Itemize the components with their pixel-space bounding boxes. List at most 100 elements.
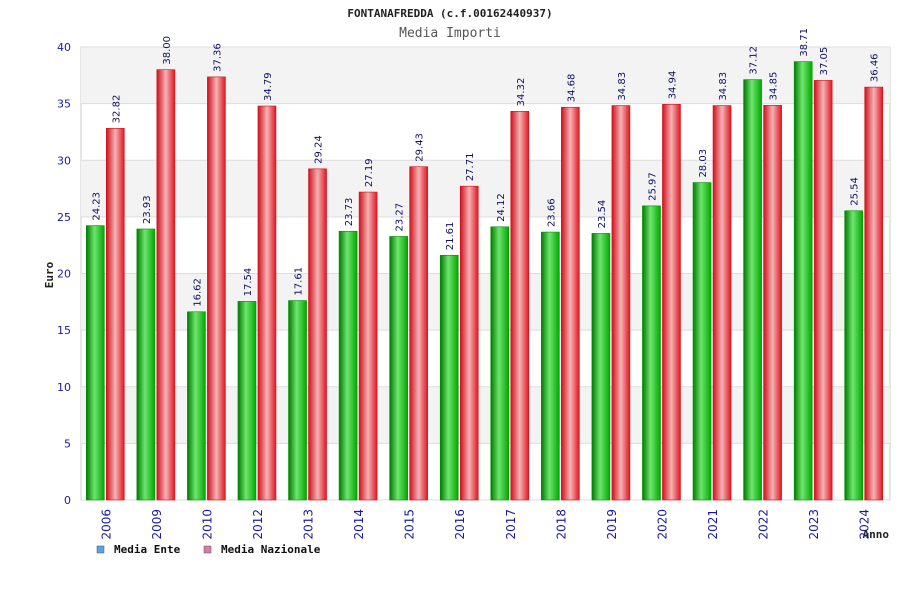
bar-media-ente-2019 bbox=[591, 233, 611, 501]
data-label-media-ente-2014: 23.73 bbox=[344, 198, 355, 227]
y-tick-label: 5 bbox=[64, 437, 71, 450]
data-label-media-nazionale-2006: 32.82 bbox=[111, 95, 122, 124]
data-label-media-nazionale-2018: 34.68 bbox=[566, 74, 577, 103]
data-label-media-ente-2023: 38.71 bbox=[799, 28, 810, 57]
data-label-media-nazionale-2009: 38.00 bbox=[162, 36, 173, 65]
x-tick-label-2023: 2023 bbox=[807, 509, 821, 540]
x-tick-label-2018: 2018 bbox=[554, 509, 568, 540]
data-label-media-ente-2018: 23.66 bbox=[546, 198, 557, 227]
y-tick-label: 30 bbox=[57, 154, 71, 167]
data-label-media-nazionale-2022: 34.85 bbox=[769, 72, 780, 101]
data-label-media-nazionale-2013: 29.24 bbox=[314, 135, 325, 164]
bar-media-ente-2012 bbox=[237, 301, 257, 501]
x-axis-label: Anno bbox=[863, 528, 890, 541]
bar-media-nazionale-2023 bbox=[813, 80, 833, 501]
data-label-media-nazionale-2024: 36.46 bbox=[870, 53, 881, 82]
y-tick-label: 25 bbox=[57, 211, 71, 224]
bar-media-nazionale-2013 bbox=[308, 168, 327, 501]
bar-media-nazionale-2010 bbox=[207, 76, 226, 501]
data-label-media-nazionale-2017: 34.32 bbox=[516, 78, 527, 107]
x-axis-ticks: 2006 2009 2010 2012 2013 2014 2015 2016 2017 2018… bbox=[99, 509, 871, 540]
bar-media-nazionale-2022 bbox=[763, 105, 782, 501]
data-label-media-nazionale-2014: 27.19 bbox=[364, 158, 375, 187]
y-tick-label: 15 bbox=[57, 324, 71, 337]
bar-media-nazionale-2017 bbox=[510, 111, 530, 501]
bar-media-ente-2020 bbox=[642, 205, 661, 501]
x-tick-label-2009: 2009 bbox=[150, 509, 164, 540]
bars: 24.23 32.82 23.93 38.00 16.62 37.36 17.54 34.79… bbox=[85, 28, 884, 501]
legend-label-media-ente: Media Ente bbox=[114, 543, 181, 556]
x-tick-label-2010: 2010 bbox=[200, 509, 214, 540]
bar-media-ente-2006 bbox=[85, 225, 105, 501]
bar-media-nazionale-2012 bbox=[257, 105, 277, 501]
data-label-media-nazionale-2012: 34.79 bbox=[263, 72, 274, 101]
bar-media-nazionale-2024 bbox=[864, 86, 884, 501]
bar-media-ente-2024 bbox=[844, 210, 864, 501]
y-axis-label: Euro bbox=[43, 261, 56, 288]
data-label-media-ente-2017: 24.12 bbox=[496, 193, 507, 222]
legend: Media Ente Media Nazionale bbox=[96, 543, 321, 556]
bar-media-nazionale-2018 bbox=[561, 106, 580, 501]
bar-media-ente-2023 bbox=[793, 61, 813, 501]
data-label-media-nazionale-2010: 37.36 bbox=[212, 43, 223, 72]
data-label-media-ente-2021: 28.03 bbox=[698, 149, 709, 178]
bar-media-ente-2016 bbox=[439, 254, 459, 501]
x-tick-label-2024: 2024 bbox=[858, 509, 872, 540]
y-axis-ticks: 0 5 10 15 20 25 30 35 40 bbox=[57, 41, 71, 507]
chart-subtitle: Media Importi bbox=[399, 26, 501, 41]
bar-media-nazionale-2015 bbox=[409, 166, 428, 501]
data-label-media-ente-2019: 23.54 bbox=[597, 200, 608, 229]
y-tick-label: 35 bbox=[57, 98, 71, 111]
legend-label-media-nazionale: Media Nazionale bbox=[221, 543, 321, 556]
data-label-media-ente-2015: 23.27 bbox=[395, 203, 406, 232]
x-tick-label-2006: 2006 bbox=[99, 509, 113, 540]
x-tick-label-2015: 2015 bbox=[403, 509, 417, 540]
bar-media-ente-2022 bbox=[743, 79, 762, 501]
data-label-media-ente-2020: 25.97 bbox=[647, 172, 658, 201]
data-label-media-ente-2024: 25.54 bbox=[850, 177, 861, 206]
x-tick-label-2016: 2016 bbox=[453, 509, 467, 540]
bar-media-nazionale-2006 bbox=[105, 128, 125, 501]
data-label-media-nazionale-2019: 34.83 bbox=[617, 72, 628, 101]
y-tick-label: 10 bbox=[57, 381, 71, 394]
data-label-media-nazionale-2016: 27.71 bbox=[465, 153, 476, 182]
bar-media-ente-2013 bbox=[288, 300, 307, 501]
bar-media-nazionale-2020 bbox=[662, 104, 681, 501]
x-tick-label-2021: 2021 bbox=[706, 509, 720, 540]
x-tick-label-2012: 2012 bbox=[251, 509, 265, 540]
data-label-media-ente-2006: 24.23 bbox=[91, 192, 102, 221]
bar-media-ente-2014 bbox=[338, 230, 358, 501]
y-tick-label: 0 bbox=[64, 494, 71, 507]
bar-media-nazionale-2014 bbox=[358, 191, 378, 501]
data-label-media-ente-2010: 16.62 bbox=[192, 278, 203, 307]
data-label-media-nazionale-2021: 34.83 bbox=[718, 72, 729, 101]
y-tick-label: 40 bbox=[57, 41, 71, 54]
x-tick-label-2019: 2019 bbox=[605, 509, 619, 540]
x-tick-label-2014: 2014 bbox=[352, 509, 366, 540]
bar-media-ente-2018 bbox=[541, 231, 560, 501]
data-label-media-ente-2009: 23.93 bbox=[142, 195, 153, 224]
legend-swatch-media-nazionale bbox=[203, 545, 212, 554]
bar-media-nazionale-2016 bbox=[459, 185, 479, 501]
bar-media-ente-2017 bbox=[490, 226, 510, 501]
bar-media-nazionale-2019 bbox=[611, 105, 631, 501]
data-label-media-nazionale-2015: 29.43 bbox=[415, 133, 426, 162]
legend-swatch-media-ente bbox=[96, 545, 105, 554]
data-label-media-ente-2022: 37.12 bbox=[749, 46, 760, 75]
bar-media-ente-2010 bbox=[187, 311, 206, 501]
x-tick-label-2020: 2020 bbox=[655, 509, 669, 540]
x-tick-label-2022: 2022 bbox=[757, 509, 771, 540]
x-tick-label-2013: 2013 bbox=[302, 509, 316, 540]
x-tick-label-2017: 2017 bbox=[504, 509, 518, 540]
data-label-media-nazionale-2023: 37.05 bbox=[819, 47, 830, 76]
bar-media-ente-2015 bbox=[389, 236, 408, 501]
chart-title: FONTANAFREDDA (c.f.00162440937) bbox=[347, 7, 552, 20]
bar-media-nazionale-2021 bbox=[712, 105, 732, 501]
bar-media-ente-2009 bbox=[136, 228, 156, 501]
bar-media-nazionale-2009 bbox=[156, 69, 176, 501]
data-label-media-ente-2013: 17.61 bbox=[294, 267, 305, 296]
data-label-media-ente-2012: 17.54 bbox=[243, 268, 254, 297]
bar-media-ente-2021 bbox=[692, 182, 712, 501]
data-label-media-nazionale-2020: 34.94 bbox=[667, 71, 678, 100]
